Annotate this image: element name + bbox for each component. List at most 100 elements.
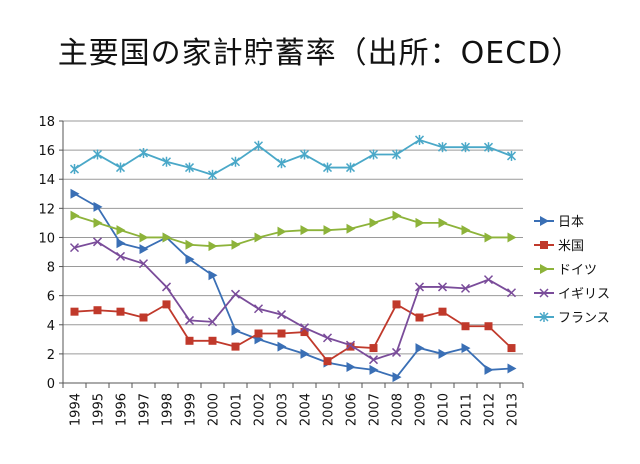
data-point — [415, 313, 424, 322]
data-point — [93, 306, 102, 315]
data-point — [299, 323, 310, 333]
data-point — [276, 158, 287, 169]
y-tick-label: 16 — [38, 144, 55, 159]
data-point — [414, 134, 425, 145]
y-tick-label: 4 — [47, 319, 55, 334]
legend-marker — [540, 216, 549, 226]
data-point — [254, 329, 263, 338]
x-tick-label: 1997 — [138, 393, 153, 426]
y-tick-label: 6 — [47, 290, 55, 305]
data-point — [277, 329, 286, 338]
y-tick-label: 14 — [38, 173, 55, 188]
data-point — [323, 357, 332, 366]
data-point — [415, 343, 425, 354]
data-point — [116, 307, 125, 316]
data-point — [70, 307, 79, 316]
data-point — [230, 289, 241, 299]
data-point — [415, 217, 425, 228]
data-point — [461, 322, 470, 331]
data-point — [138, 259, 149, 269]
data-point — [208, 270, 218, 281]
data-point — [438, 217, 448, 228]
data-point — [161, 156, 172, 167]
data-point — [93, 201, 103, 212]
data-point — [139, 313, 148, 322]
data-point — [115, 162, 126, 173]
axes — [59, 120, 524, 388]
legend-marker — [540, 264, 549, 274]
data-point — [93, 217, 103, 228]
data-point — [277, 226, 287, 237]
data-point — [346, 342, 355, 351]
data-point — [345, 162, 356, 173]
y-tick-label: 12 — [38, 202, 55, 217]
data-point — [138, 148, 149, 159]
data-point — [231, 239, 241, 250]
data-point — [322, 162, 333, 173]
x-tick-label: 2009 — [414, 393, 429, 426]
legend-label: イギリス — [558, 287, 610, 302]
series-lines — [69, 134, 517, 383]
data-point — [346, 223, 356, 234]
data-point — [300, 348, 310, 359]
x-tick-label: 2000 — [207, 393, 222, 426]
legend-marker — [539, 312, 549, 322]
x-tick-label: 2003 — [276, 393, 291, 426]
data-point — [437, 282, 448, 292]
data-point — [116, 225, 126, 236]
data-point — [392, 372, 402, 383]
data-point — [368, 355, 379, 365]
data-point — [391, 347, 402, 357]
legend-label: 日本 — [558, 215, 584, 230]
data-point — [69, 243, 80, 253]
data-point — [92, 149, 103, 160]
x-tick-label: 2010 — [437, 393, 452, 426]
x-tick-label: 2005 — [322, 393, 337, 426]
x-tick-label: 2011 — [460, 393, 475, 426]
data-point — [185, 239, 195, 250]
legend-marker — [540, 241, 548, 249]
data-point — [346, 361, 356, 372]
legend-label: 米国 — [558, 239, 584, 254]
data-point — [253, 304, 264, 314]
legend-marker — [539, 288, 549, 298]
data-point — [507, 344, 516, 353]
data-point — [208, 241, 218, 252]
data-point — [207, 317, 218, 327]
data-point — [484, 364, 494, 375]
data-point — [70, 188, 80, 199]
data-point — [230, 156, 241, 167]
data-point — [300, 225, 310, 236]
data-point — [438, 307, 447, 316]
data-point — [369, 344, 378, 353]
data-point — [162, 232, 172, 243]
data-point — [484, 322, 493, 331]
data-point — [139, 232, 149, 243]
data-point — [276, 310, 287, 320]
data-point — [483, 275, 494, 285]
data-point — [392, 300, 401, 309]
legend-label: ドイツ — [558, 263, 597, 278]
y-tick-label: 8 — [47, 261, 55, 276]
data-point — [391, 149, 402, 160]
data-point — [69, 164, 80, 175]
data-point — [115, 251, 126, 261]
data-point — [207, 169, 218, 180]
legend-label: フランス — [558, 311, 610, 326]
data-point — [184, 162, 195, 173]
y-tick-label: 10 — [38, 231, 55, 246]
data-point — [208, 336, 217, 345]
x-tick-label: 1994 — [69, 393, 84, 426]
x-tick-label: 2006 — [345, 393, 360, 426]
data-point — [369, 217, 379, 228]
data-point — [506, 288, 517, 298]
y-tick-label: 2 — [47, 348, 55, 363]
data-point — [507, 363, 517, 374]
data-point — [437, 142, 448, 153]
x-tick-label: 1999 — [184, 393, 199, 426]
y-tick-label: 0 — [47, 377, 55, 392]
data-point — [484, 232, 494, 243]
x-tick-label: 1998 — [161, 393, 176, 426]
data-point — [184, 315, 195, 325]
data-point — [483, 142, 494, 153]
